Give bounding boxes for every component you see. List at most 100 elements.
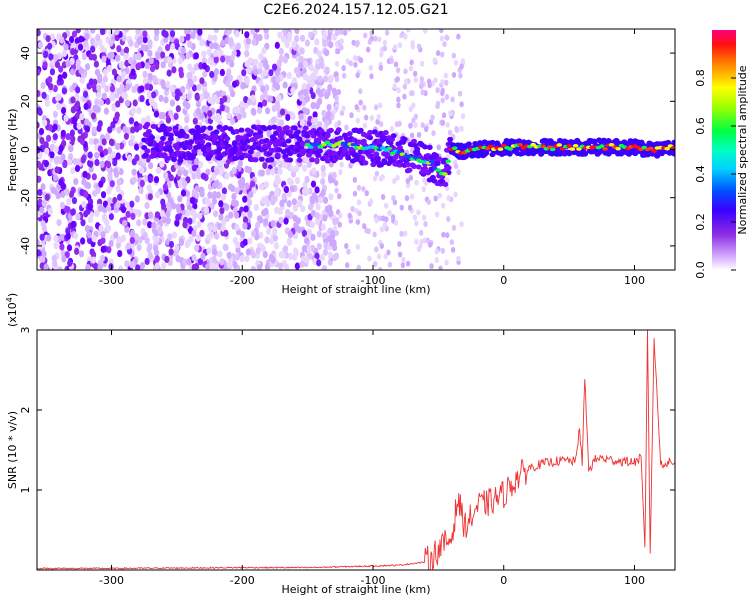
spectrogram-noise-cell <box>333 180 339 187</box>
spectrogram-noise-cell <box>48 53 54 61</box>
spectrogram-noise-cell <box>436 144 441 151</box>
spectrogram-band-cell <box>188 139 195 145</box>
spectrogram-noise-cell <box>308 203 314 211</box>
spectrogram-noise-cell <box>363 32 368 39</box>
spectrogram-noise-cell <box>126 126 132 134</box>
spectrogram-noise-cell <box>37 175 42 183</box>
spectrogram-noise-cell <box>271 104 277 113</box>
spectrogram-noise-cell <box>153 176 160 184</box>
spectrogram-noise-cell <box>207 191 213 199</box>
spectrogram-noise-cell <box>328 209 334 217</box>
spectrogram-noise-cell <box>367 255 372 262</box>
spectrogram-noise-cell <box>57 266 63 270</box>
spectrogram-noise-cell <box>68 145 74 153</box>
spectrogram-xtick-label: -100 <box>361 274 386 287</box>
spectrogram-noise-cell <box>412 70 418 77</box>
spectrogram-noise-cell <box>215 112 221 121</box>
spectrogram-noise-cell <box>259 243 265 251</box>
spectrogram-noise-cell <box>324 205 330 213</box>
spectrogram-noise-cell <box>378 121 384 128</box>
spectrogram-noise-cell <box>264 236 270 244</box>
spectrogram-noise-cell <box>117 265 124 270</box>
spectrogram-noise-cell <box>231 192 237 201</box>
spectrogram-noise-cell <box>147 243 153 251</box>
spectrogram-noise-cell <box>50 186 56 194</box>
spectrogram-noise-cell <box>124 59 130 68</box>
spectrogram-noise-cell <box>314 102 320 110</box>
spectrogram-noise-cell <box>142 77 148 85</box>
spectrogram-ridge-cell <box>321 142 327 147</box>
spectrogram-noise-cell <box>100 230 106 238</box>
spectrogram-noise-cell <box>70 208 76 216</box>
spectrogram-noise-cell <box>310 180 317 188</box>
spectrogram-noise-cell <box>199 77 205 85</box>
spectrogram-noise-cell <box>377 102 383 109</box>
spectrogram-band-cell <box>149 135 156 141</box>
spectrogram-noise-cell <box>253 203 259 212</box>
spectrogram-noise-cell <box>228 39 234 47</box>
spectrogram-noise-cell <box>439 35 445 42</box>
spectrogram-band-cell <box>582 151 589 157</box>
spectrogram-noise-cell <box>81 52 87 61</box>
spectrogram-noise-cell <box>440 247 446 254</box>
spectrogram-band-cell <box>396 162 403 168</box>
spectrogram-noise-cell <box>316 50 323 58</box>
spectrogram-noise-cell <box>80 237 86 245</box>
snr-scale-close: ) <box>6 293 19 297</box>
spectrogram-noise-cell <box>265 107 271 115</box>
spectrogram-noise-cell <box>68 190 75 198</box>
spectrogram-band-cell <box>422 165 429 172</box>
colorbar-gradient <box>712 30 736 270</box>
spectrogram-band-cell <box>671 151 675 157</box>
spectrogram-noise-cell <box>421 186 427 193</box>
spectrogram-noise-cell <box>320 223 326 231</box>
spectrogram-noise-cell <box>196 220 202 229</box>
spectrogram-ridge-cell <box>442 172 448 176</box>
spectrogram-noise-cell <box>213 56 219 64</box>
spectrogram-noise-cell <box>395 67 401 74</box>
spectrogram-noise-cell <box>222 243 228 251</box>
spectrogram-noise-cell <box>454 125 459 132</box>
spectrogram-noise-cell <box>219 104 225 112</box>
spectrogram-noise-cell <box>234 253 240 261</box>
spectrogram-noise-cell <box>199 229 205 237</box>
spectrogram-noise-cell <box>239 100 245 108</box>
spectrogram-noise-cell <box>263 218 269 226</box>
spectrogram-noise-cell <box>169 35 176 43</box>
snr-xtick-label: 0 <box>500 574 507 587</box>
spectrogram-noise-cell <box>54 156 60 164</box>
spectrogram-noise-cell <box>234 30 240 38</box>
spectrogram-noise-cell <box>124 201 130 209</box>
spectrogram-noise-cell <box>396 102 401 109</box>
spectrogram-noise-cell <box>121 91 127 99</box>
snr-series-line <box>37 330 675 570</box>
spectrogram-noise-cell <box>382 39 388 46</box>
spectrogram-band-cell <box>257 133 264 139</box>
spectrogram-band-cell <box>401 136 408 142</box>
spectrogram-noise-cell <box>109 180 115 188</box>
spectrogram-noise-cell <box>425 237 431 244</box>
spectrogram-noise-cell <box>408 106 414 113</box>
spectrogram-noise-cell <box>392 83 397 90</box>
spectrogram-noise-cell <box>459 63 464 70</box>
spectrogram-noise-cell <box>168 248 174 256</box>
spectrogram-noise-cell <box>192 117 198 125</box>
spectrogram-noise-cell <box>188 80 194 88</box>
spectrogram-noise-cell <box>75 213 81 221</box>
spectrogram-noise-cell <box>303 155 310 163</box>
spectrogram-noise-cell <box>352 190 358 197</box>
snr-xtick-label: -300 <box>99 574 124 587</box>
spectrogram-band-cell <box>222 124 229 131</box>
spectrogram-noise-cell <box>224 105 230 114</box>
spectrogram-noise-cell <box>267 95 274 103</box>
spectrogram-noise-cell <box>299 47 305 55</box>
spectrogram-noise-cell <box>287 231 294 239</box>
spectrogram-noise-cell <box>306 228 313 236</box>
spectrogram-noise-cell <box>286 237 292 245</box>
spectrogram-noise-cell <box>85 263 91 270</box>
spectrogram-noise-cell <box>395 76 400 83</box>
spectrogram-band-cell <box>158 140 165 146</box>
spectrogram-noise-cell <box>383 253 388 260</box>
spectrogram-noise-cell <box>460 113 466 120</box>
spectrogram-noise-cell <box>253 58 259 66</box>
